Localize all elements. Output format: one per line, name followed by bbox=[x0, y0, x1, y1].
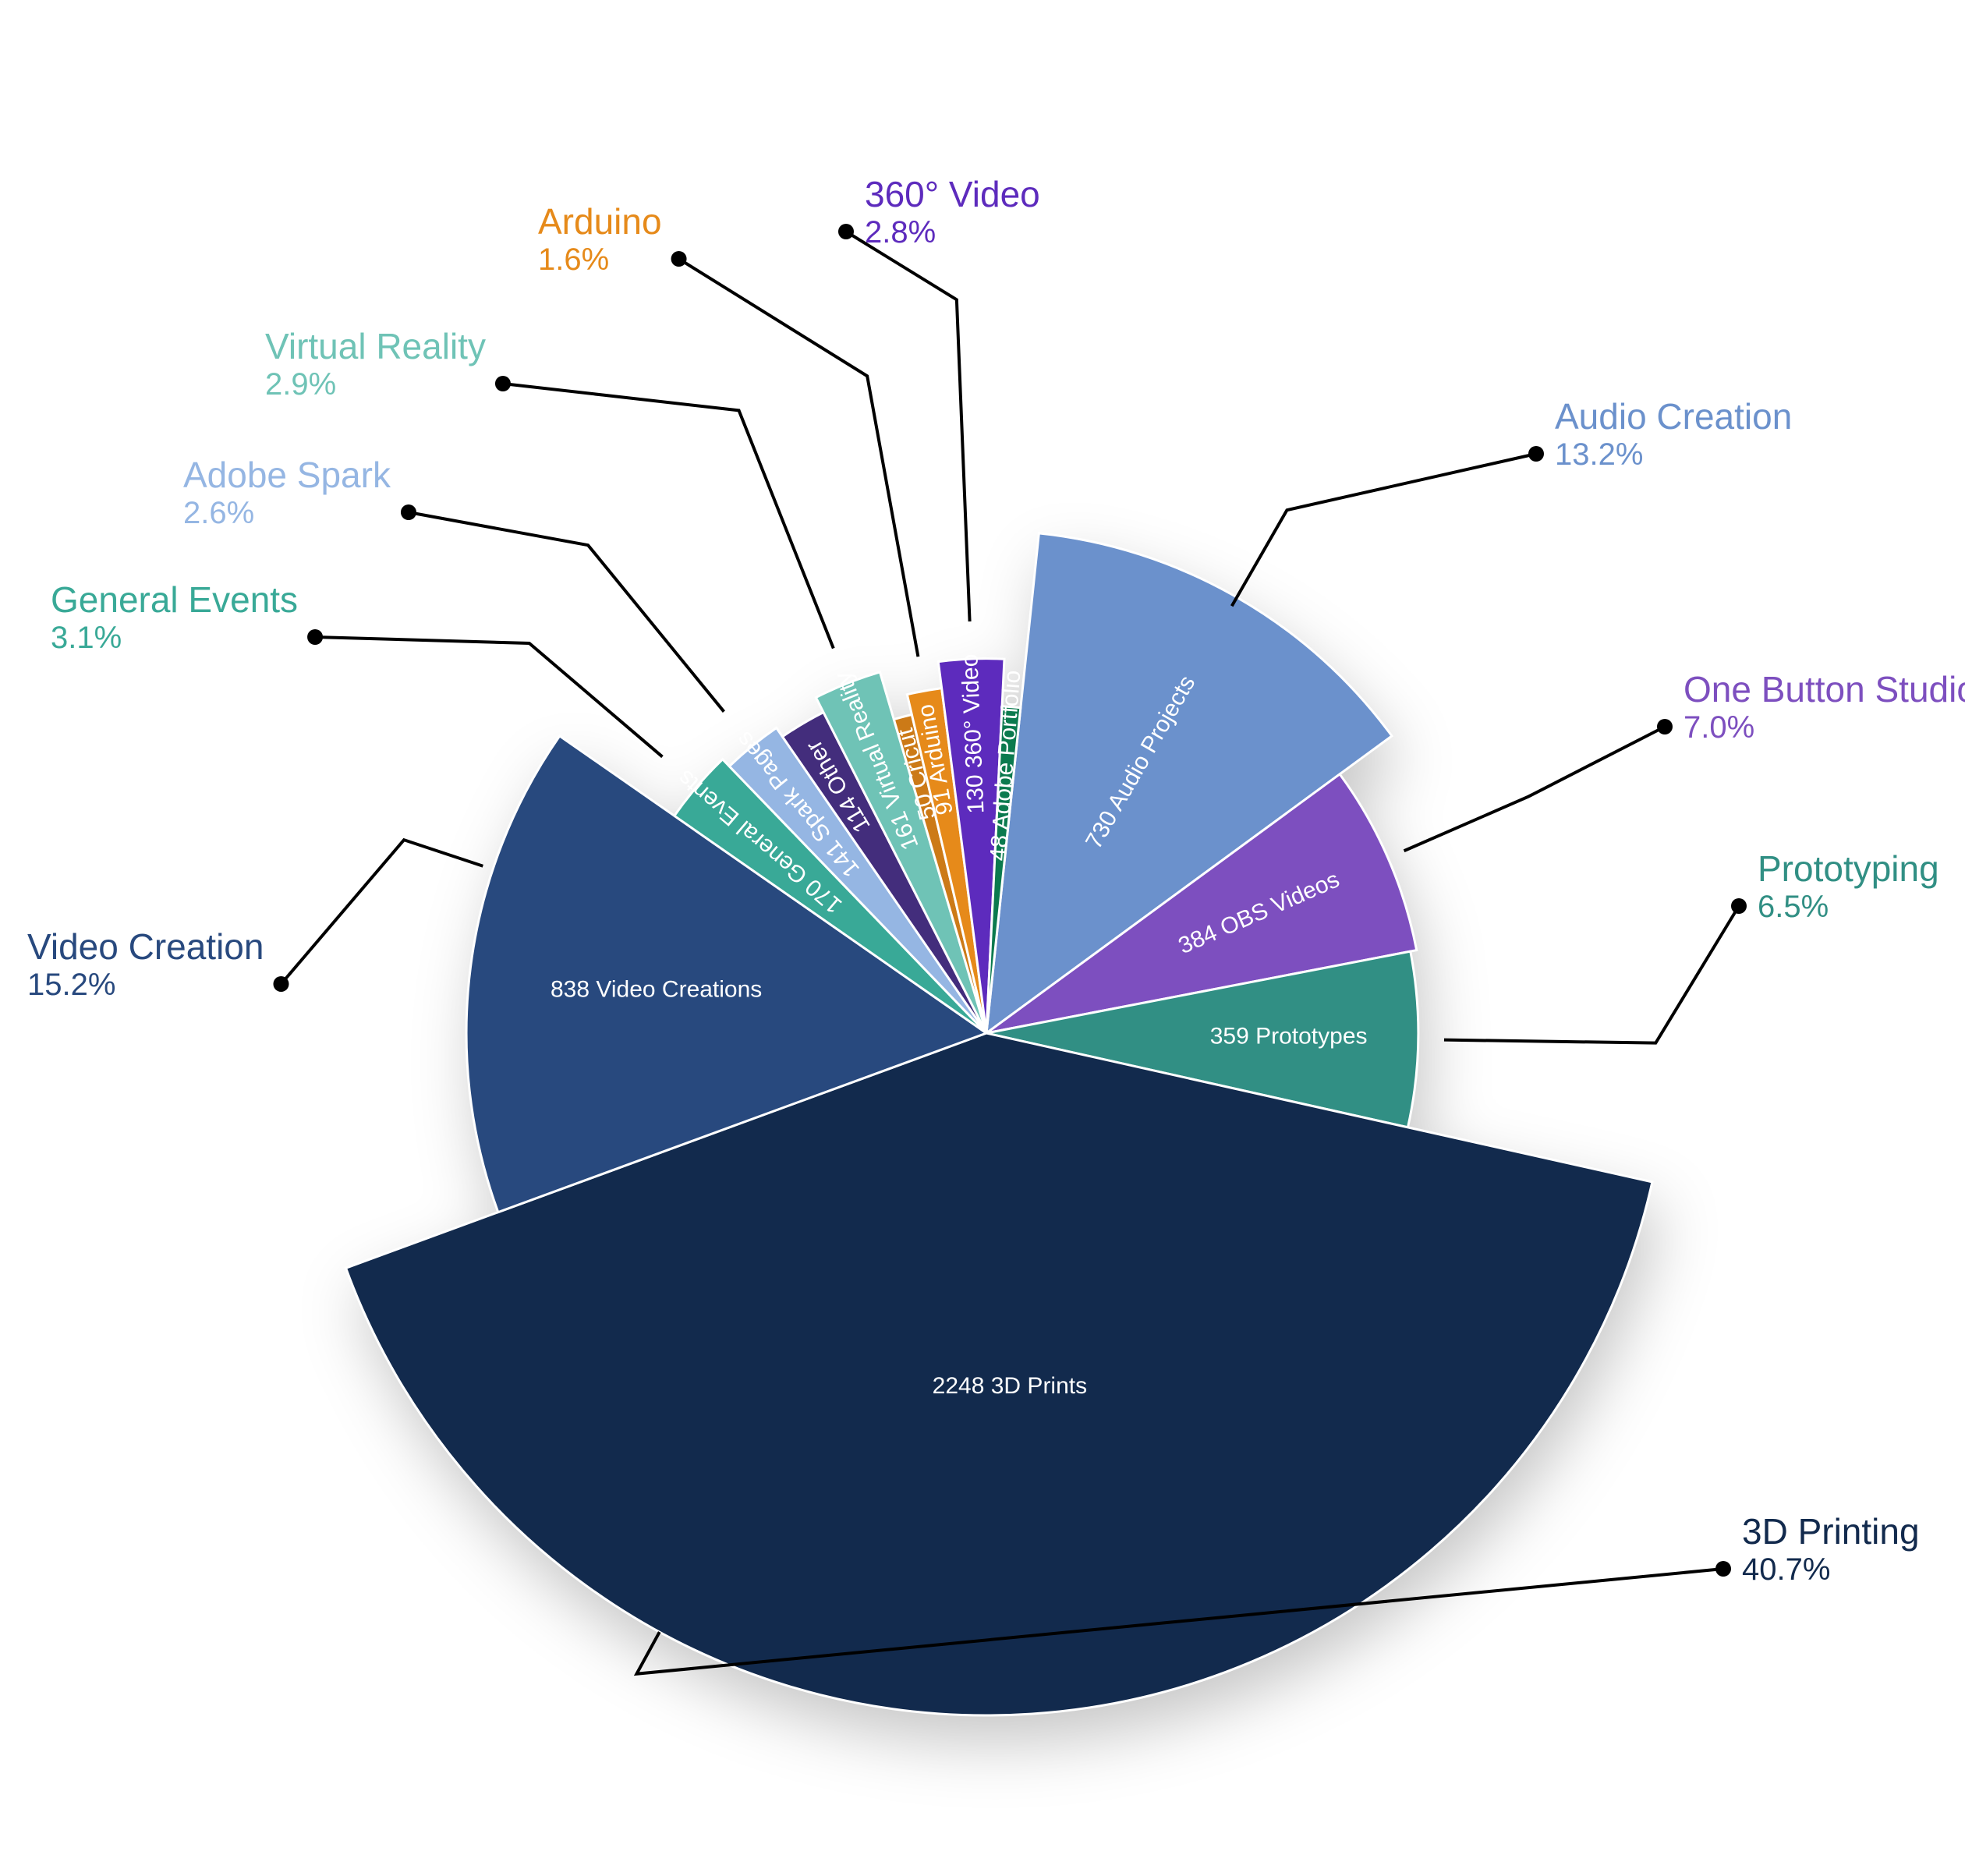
leader-prototyping bbox=[1444, 906, 1739, 1043]
callout-pct-general-events: 3.1% bbox=[51, 621, 122, 655]
callout-pct-3d-printing: 40.7% bbox=[1742, 1552, 1830, 1587]
callout-title-adobe-spark: Adobe Spark bbox=[183, 455, 391, 495]
slice-label-3d-printing: 2248 3D Prints bbox=[933, 1373, 1087, 1399]
callout-title-video-creation: Video Creation bbox=[27, 926, 264, 967]
leader-360-video bbox=[846, 232, 970, 621]
leader-arduino bbox=[679, 259, 919, 657]
callout-title-virtual-reality: Virtual Reality bbox=[265, 326, 486, 366]
callout-pct-arduino: 1.6% bbox=[538, 242, 609, 277]
pie-chart: 730 Audio Projects384 OBS Videos359 Prot… bbox=[0, 0, 1965, 1876]
slice-label-video-creation: 838 Video Creations bbox=[551, 976, 762, 1002]
callout-pct-virtual-reality: 2.9% bbox=[265, 367, 336, 402]
leader-dot-general-events bbox=[307, 629, 323, 645]
callout-pct-video-creation: 15.2% bbox=[27, 968, 115, 1002]
leader-dot-virtual-reality bbox=[495, 376, 511, 391]
leader-general-events bbox=[315, 637, 662, 757]
leader-virtual-reality bbox=[503, 384, 834, 648]
leader-dot-3d-printing bbox=[1715, 1561, 1731, 1577]
callout-title-audio-creation: Audio Creation bbox=[1555, 396, 1792, 437]
callout-title-prototyping: Prototyping bbox=[1758, 848, 1939, 889]
callout-title-general-events: General Events bbox=[51, 579, 298, 620]
callout-pct-prototyping: 6.5% bbox=[1758, 890, 1829, 924]
callout-title-arduino: Arduino bbox=[538, 201, 662, 242]
callout-title-one-button-studio: One Button Studio bbox=[1684, 669, 1965, 710]
leader-adobe-spark bbox=[409, 512, 724, 712]
callout-title-3d-printing: 3D Printing bbox=[1742, 1511, 1920, 1552]
leader-dot-arduino bbox=[671, 251, 687, 267]
callout-pct-adobe-spark: 2.6% bbox=[183, 496, 254, 530]
leader-dot-360-video bbox=[838, 224, 854, 239]
slice-label-prototyping: 359 Prototypes bbox=[1210, 1024, 1368, 1049]
leader-video-creation bbox=[281, 840, 483, 984]
leader-dot-audio-creation bbox=[1528, 446, 1544, 462]
leader-one-button-studio bbox=[1404, 727, 1665, 851]
callout-pct-one-button-studio: 7.0% bbox=[1684, 710, 1754, 745]
callout-pct-360-video: 2.8% bbox=[865, 215, 936, 250]
callout-title-360-video: 360° Video bbox=[865, 174, 1040, 214]
leader-dot-adobe-spark bbox=[401, 504, 416, 520]
leader-audio-creation bbox=[1232, 454, 1536, 606]
leader-dot-video-creation bbox=[273, 976, 289, 992]
callout-pct-audio-creation: 13.2% bbox=[1555, 437, 1643, 472]
leader-dot-one-button-studio bbox=[1657, 719, 1673, 734]
leader-dot-prototyping bbox=[1731, 898, 1747, 914]
